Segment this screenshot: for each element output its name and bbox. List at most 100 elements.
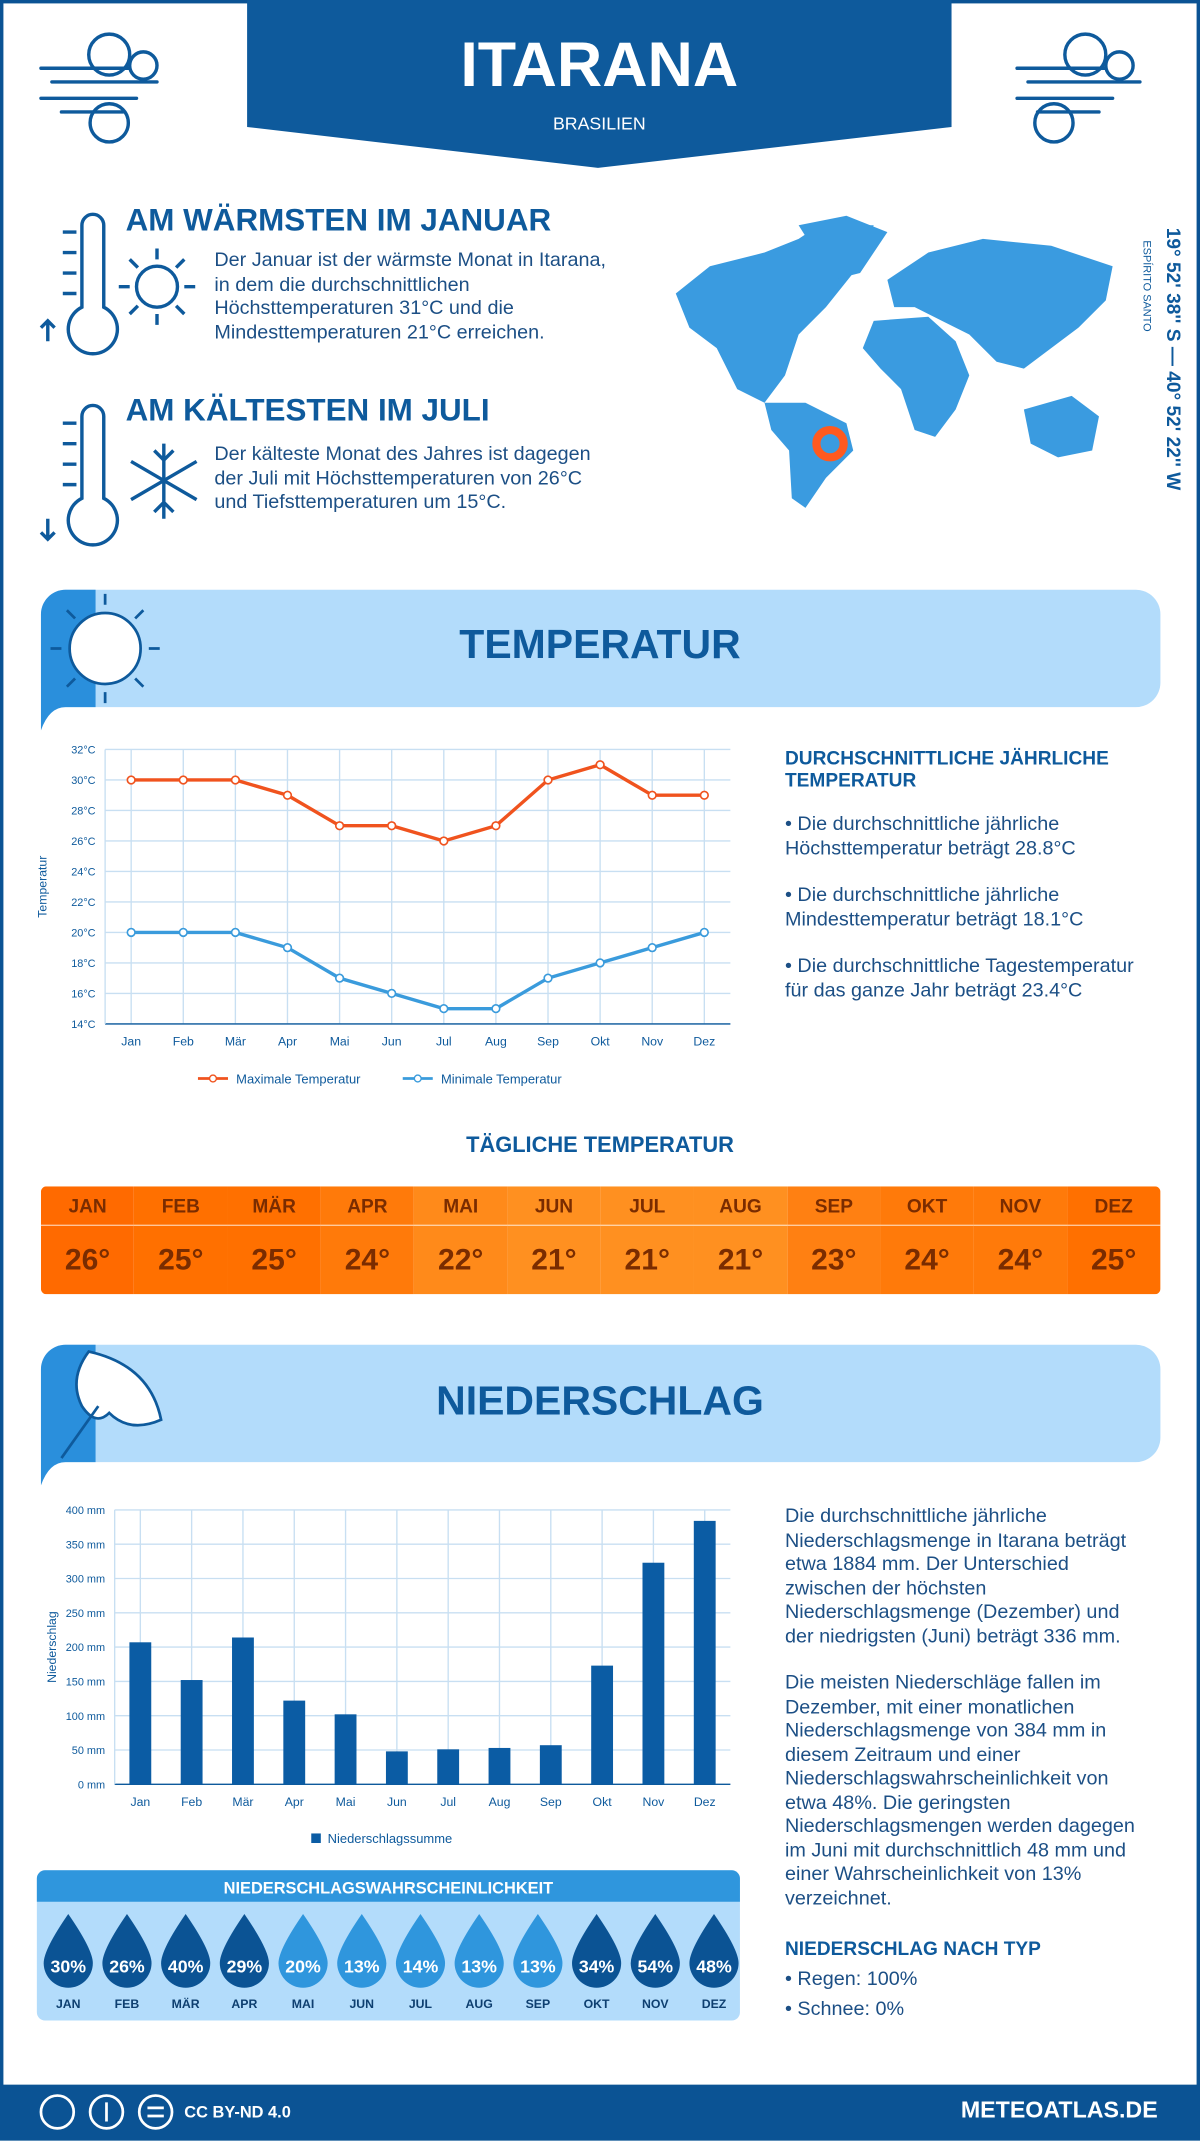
license: CC BY-ND 4.0 <box>184 2102 291 2122</box>
drop-month: JAN <box>55 1997 81 2011</box>
y-tick-label: 400 mm <box>66 1505 105 1517</box>
y-tick-label: 14°C <box>71 1019 95 1031</box>
y-axis-label: Temperatur <box>35 856 49 918</box>
point <box>334 973 345 983</box>
drop-shape <box>454 1913 504 1988</box>
x-tick-label: Mai <box>330 1035 350 1049</box>
drop-month: MAI <box>291 1997 315 2011</box>
x-tick-label: Apr <box>278 1035 297 1049</box>
drop-fill <box>161 1913 211 1988</box>
point <box>439 1004 449 1014</box>
point <box>595 760 605 770</box>
wind-icon-left <box>39 32 159 144</box>
drop-fill <box>219 1913 269 1988</box>
drop: 29% APR <box>217 1911 272 2017</box>
daily-value: 26° <box>64 1242 111 1277</box>
daily-column: JUL 21° <box>600 1186 694 1295</box>
daily-column: JAN 26° <box>40 1186 135 1295</box>
legend-label: Niederschlagssumme <box>328 1831 453 1846</box>
charts: 14°C 16°C 18°C 20°C 22°C 24°C 26°C 28°C 30°C 32°C… <box>35 745 731 1846</box>
country: BRASILIEN <box>552 113 646 134</box>
point <box>282 790 293 800</box>
y-tick-label: 250 mm <box>66 1608 105 1620</box>
y-tick-label: 26°C <box>71 836 95 848</box>
coldest-title: AM KÄLTESTEN IM JULI <box>125 391 490 428</box>
drop-month: APR <box>231 1997 258 2011</box>
drop-month: SEP <box>525 1997 551 2011</box>
daily-column: AUG 21° <box>693 1186 788 1295</box>
drop-value: 26% <box>109 1956 145 1977</box>
drop: 14% JUL <box>393 1911 448 2017</box>
drop-month: FEB <box>114 1997 140 2011</box>
drop: 54% NOV <box>628 1911 683 2017</box>
point <box>543 973 553 983</box>
drop-value: 13% <box>344 1956 380 1977</box>
x-tick-label: Jan <box>130 1795 150 1809</box>
drop-fill <box>513 1913 563 1988</box>
drop-month: JUN <box>349 1997 375 2011</box>
drop-shape <box>630 1913 680 1988</box>
type-item: • Schnee: 0% <box>784 1998 905 2021</box>
x-tick-label: Jul <box>436 1035 452 1049</box>
drop-month: AUG <box>465 1997 493 2011</box>
point <box>543 775 553 785</box>
x-tick-label: Mär <box>232 1795 253 1809</box>
daily-column: JUN 21° <box>507 1186 601 1295</box>
drop-value: 13% <box>520 1956 556 1977</box>
bar <box>129 1642 152 1785</box>
drop: 34% OKT <box>569 1911 624 2017</box>
drop-shape <box>219 1913 269 1988</box>
drop-fill <box>337 1913 387 1988</box>
drop-fill <box>43 1913 93 1988</box>
x-tick-label: Feb <box>181 1795 202 1809</box>
drop: 40% MÄR <box>158 1911 213 2017</box>
y-tick-label: 150 mm <box>66 1676 105 1688</box>
x-tick-label: Sep <box>537 1035 559 1049</box>
point <box>230 927 241 938</box>
point <box>282 943 293 953</box>
daily-month: OKT <box>880 1186 974 1226</box>
y-axis-label: Niederschlag <box>45 1611 59 1683</box>
daily-column: DEZ 25° <box>1067 1186 1161 1295</box>
bar <box>385 1751 408 1785</box>
drop-fill <box>454 1913 504 1988</box>
world-map <box>675 215 1113 508</box>
warmest-title: AM WÄRMSTEN IM JANUAR <box>125 202 552 238</box>
drop-shape <box>513 1913 563 1988</box>
drop-fill <box>102 1913 152 1988</box>
daily-month: DEZ <box>1067 1186 1161 1226</box>
daily-value: 21° <box>717 1242 764 1277</box>
drop-shape <box>278 1913 328 1988</box>
drop: 26% FEB <box>100 1911 155 2017</box>
legend-label: Minimale Temperatur <box>441 1071 562 1086</box>
drop-month: JUL <box>408 1997 433 2011</box>
drop-month: MÄR <box>171 1997 200 2011</box>
type-title: NIEDERSCHLAG NACH TYP <box>784 1937 1041 1960</box>
drop-value: 29% <box>226 1956 263 1977</box>
wind-icon-right <box>1015 32 1142 144</box>
legend-swatch <box>311 1833 321 1844</box>
daily-value: 24° <box>344 1242 391 1277</box>
precipitation-title: NIEDERSCHLAG <box>436 1378 764 1424</box>
daily-column: SEP 23° <box>787 1186 881 1295</box>
x-tick-label: Jul <box>440 1795 456 1809</box>
drop-value: 13% <box>461 1956 497 1977</box>
drop-value: 14% <box>402 1956 439 1977</box>
thermometer-cold <box>39 403 198 547</box>
temperature-banner <box>40 589 1161 708</box>
drop-month: DEZ <box>701 1997 727 2011</box>
daily-value: 21° <box>624 1242 670 1277</box>
y-tick-label: 32°C <box>71 745 95 757</box>
y-tick-label: 50 mm <box>72 1745 105 1757</box>
y-tick-label: 30°C <box>71 775 95 787</box>
y-tick-label: 16°C <box>71 988 95 1000</box>
annual-item: • Die durchschnittliche jährliche Höchst… <box>784 813 1076 860</box>
daily-month: JUN <box>507 1186 601 1226</box>
type-item: • Regen: 100% <box>784 1968 918 1991</box>
point <box>699 927 709 938</box>
legend-label: Maximale Temperatur <box>236 1071 361 1086</box>
daily-month: MÄR <box>227 1186 321 1226</box>
daily-month: SEP <box>787 1186 881 1226</box>
drop: 48% DEZ <box>687 1911 742 2017</box>
